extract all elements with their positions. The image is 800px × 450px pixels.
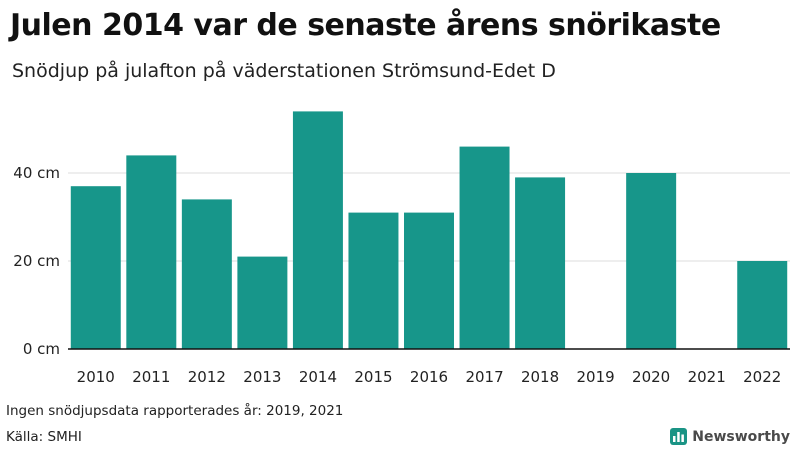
bar-2020: [626, 173, 677, 349]
x-tick-label: 2018: [521, 368, 559, 386]
brand-name: Newsworthy: [692, 428, 790, 445]
x-tick-label: 2020: [632, 368, 670, 386]
bar-2013: [237, 256, 288, 349]
bar-2012: [181, 199, 232, 349]
brand-logo: Newsworthy: [670, 428, 790, 445]
x-tick-label: 2015: [354, 368, 392, 386]
x-tick-label: 2019: [577, 368, 615, 386]
x-tick-label: 2013: [243, 368, 281, 386]
bar-2018: [515, 177, 566, 349]
bar-chart: 0 cm 20 cm 40 cm 2010 2011 2012 2013 2014 2015 20…: [13, 111, 790, 386]
x-tick-label: 2016: [410, 368, 448, 386]
bar-2010: [70, 186, 121, 349]
bar-2015: [348, 212, 399, 349]
bar-2011: [126, 155, 177, 349]
x-tick-label: 2021: [688, 368, 726, 386]
bar-2014: [292, 111, 343, 350]
x-tick-label: 2014: [299, 368, 337, 386]
bar-2017: [459, 146, 510, 349]
bar-2022: [737, 261, 788, 349]
y-tick-label: 40 cm: [13, 164, 60, 182]
chart-subtitle: Snödjup på julafton på väderstationen St…: [12, 60, 556, 82]
x-tick-label: 2022: [743, 368, 781, 386]
source-label: Källa: SMHI: [6, 429, 82, 445]
bar-2016: [404, 212, 454, 349]
missing-data-note: Ingen snödjupsdata rapporterades år: 201…: [6, 403, 344, 419]
x-tick-label: 2011: [132, 368, 170, 386]
x-tick-label: 2010: [77, 368, 115, 386]
bar-chart-logo-icon: [670, 428, 688, 445]
x-tick-label: 2017: [465, 368, 503, 386]
x-tick-label: 2012: [188, 368, 226, 386]
y-tick-label: 20 cm: [13, 252, 60, 270]
chart-title: Julen 2014 var de senaste årens snörikas…: [10, 8, 721, 43]
y-tick-label: 0 cm: [23, 340, 60, 358]
